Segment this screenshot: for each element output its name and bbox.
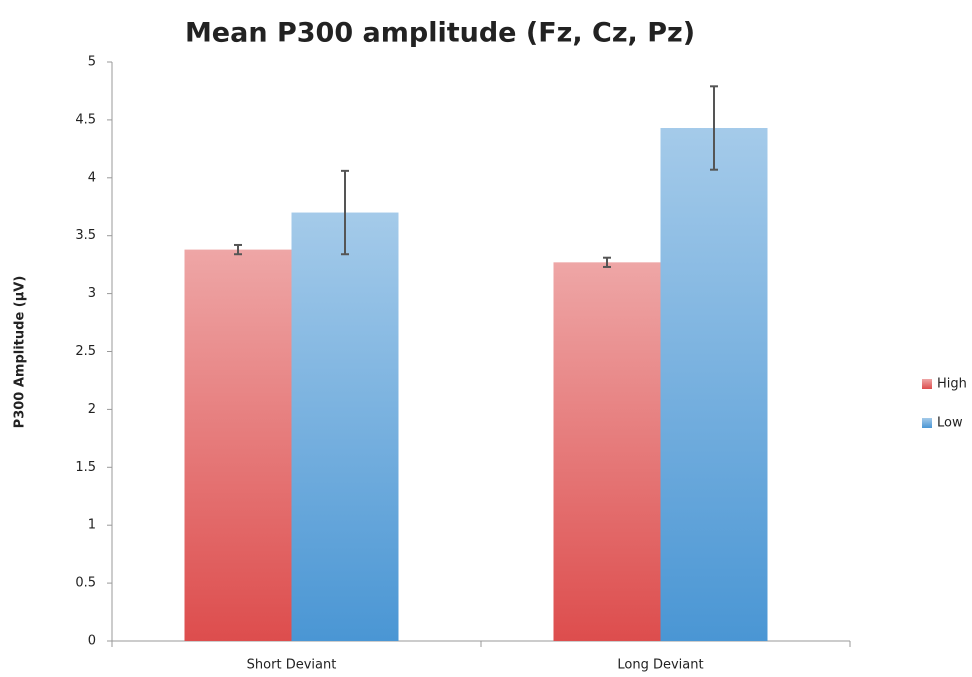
x-tick-label: Short Deviant	[247, 658, 337, 673]
error-bar	[341, 169, 349, 256]
bar	[553, 262, 661, 641]
y-tick-label: 2.5	[75, 344, 96, 359]
bar	[291, 212, 399, 642]
legend-label: High	[937, 377, 967, 392]
y-tick-label: 3.5	[75, 228, 96, 243]
chart-title: Mean P300 amplitude (Fz, Cz, Pz)	[185, 18, 695, 49]
legend-swatch	[922, 379, 932, 389]
error-bar	[234, 243, 242, 256]
legend-label: Low	[937, 416, 963, 431]
y-tick-label: 5	[88, 55, 96, 70]
y-tick-label: 1	[88, 518, 96, 533]
y-tick-label: 0.5	[75, 576, 96, 591]
error-bar	[603, 256, 611, 268]
y-tick-label: 4	[88, 170, 96, 185]
error-bar	[710, 85, 718, 171]
y-tick-label: 1.5	[75, 460, 96, 475]
y-tick-label: 3	[88, 286, 96, 301]
y-tick-label: 2	[88, 402, 96, 417]
bar	[660, 128, 768, 642]
x-tick-label: Long Deviant	[617, 658, 703, 673]
y-tick-label: 4.5	[75, 112, 96, 127]
y-tick-label: 0	[88, 634, 96, 649]
y-axis-label: P300 Amplitude (µV)	[13, 276, 28, 429]
legend-swatch	[922, 418, 932, 428]
bar	[184, 249, 292, 641]
